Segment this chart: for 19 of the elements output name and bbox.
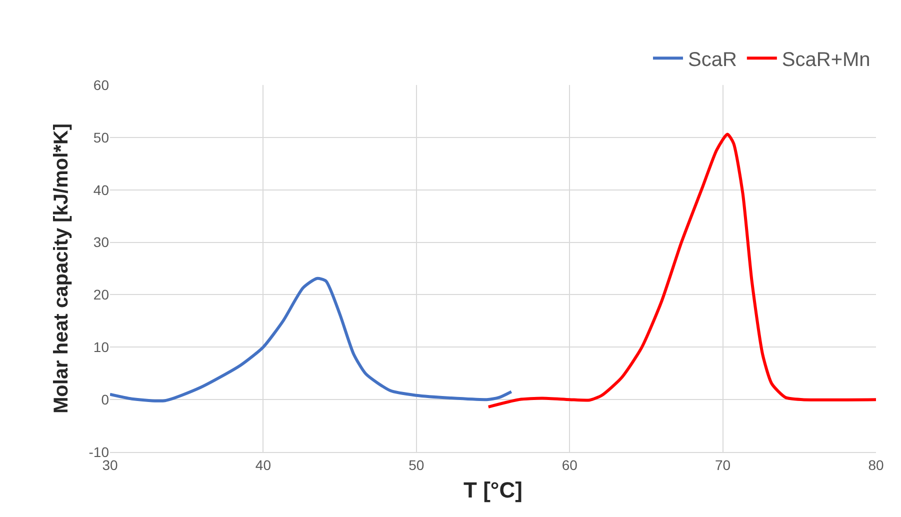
y-tick-label: 10 bbox=[93, 339, 110, 356]
legend-label: ScaR bbox=[688, 48, 737, 71]
line-series bbox=[486, 132, 876, 408]
y-tick-label: 20 bbox=[93, 286, 110, 303]
line-series bbox=[110, 276, 513, 402]
x-tick-label: 60 bbox=[562, 456, 578, 473]
x-tick-label: 50 bbox=[408, 456, 424, 473]
y-tick-label: -10 bbox=[88, 444, 110, 460]
x-axis-title: T [°C] bbox=[464, 478, 522, 503]
x-tick-label: 40 bbox=[255, 456, 272, 473]
y-tick-label: 60 bbox=[93, 76, 110, 93]
x-tick-label: 80 bbox=[868, 456, 884, 473]
y-tick-label: 0 bbox=[101, 391, 110, 408]
legend-label: ScaR+Mn bbox=[782, 48, 870, 71]
y-tick-label: 40 bbox=[93, 182, 110, 198]
x-tick-label: 70 bbox=[715, 456, 731, 473]
y-axis-title: Molar heat capacity [kJ/mol*K] bbox=[50, 123, 72, 414]
y-tick-label: 30 bbox=[93, 234, 110, 250]
y-tick-label: 50 bbox=[93, 129, 110, 146]
